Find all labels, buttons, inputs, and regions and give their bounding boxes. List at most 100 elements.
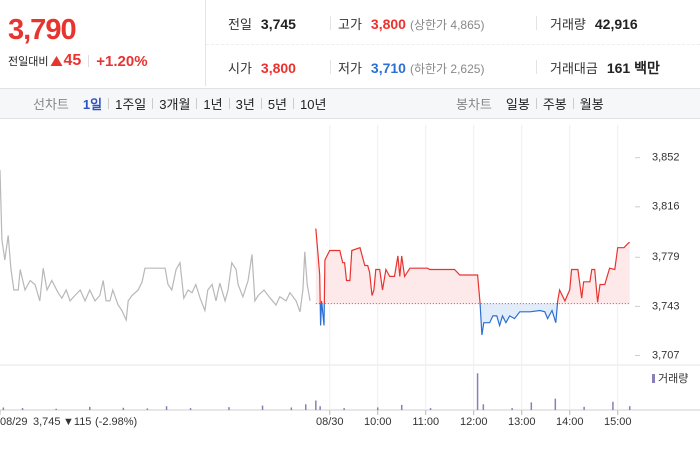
info-label: 거래량: [550, 17, 586, 32]
volume-bar: [290, 407, 293, 410]
volume-bar: [554, 398, 557, 410]
tab-separator: [293, 98, 295, 109]
info-note: (상한가 4,865): [409, 18, 485, 32]
up-icon: [50, 56, 63, 66]
tab-bar: 선차트 1일 1주일 3개월 1년 3년 5년 10년 봉차트 일봉 주봉 월봉: [0, 88, 700, 119]
volume-bar: [304, 404, 307, 410]
info-label: 시가: [228, 61, 252, 76]
volume-bar: [55, 408, 57, 410]
price-line: [315, 228, 631, 336]
volume-bar: [146, 408, 149, 410]
x-tick-label: 14:00: [556, 416, 584, 428]
legend-swatch: [652, 374, 655, 383]
info-value: 3,800: [370, 16, 406, 32]
y-tick-label: 3,779: [652, 251, 680, 263]
col-divider: [536, 60, 537, 74]
change-rate: +1.20%: [96, 52, 148, 70]
tab-separator: [260, 98, 262, 109]
volume-bar: [429, 408, 432, 410]
period-tab[interactable]: 10년: [300, 97, 327, 112]
change-label: 전일대비: [8, 56, 49, 68]
quote-panel: 3,790 전일대비 45 +1.20%: [0, 0, 206, 86]
col-divider: [330, 16, 331, 30]
y-tick-label: 3,743: [652, 300, 680, 312]
info-value: 42,916: [594, 16, 638, 32]
x-tick-label: 08/29: [0, 416, 28, 428]
tab-separator: [196, 98, 198, 109]
x-tick-label: 15:00: [604, 416, 632, 428]
period-tab[interactable]: 5년: [267, 97, 288, 112]
volume-bar: [122, 407, 125, 410]
volume-bar: [261, 405, 264, 410]
tab-group-label: 봉차트: [456, 97, 492, 112]
tab-separator: [108, 98, 110, 109]
x-tick-label: 10:00: [364, 416, 392, 428]
info-label: 저가: [338, 61, 362, 76]
col-divider: [330, 60, 331, 74]
volume-bar: [343, 408, 345, 410]
x-tick-label: 11:00: [412, 416, 439, 428]
tab-separator: [228, 98, 230, 109]
period-tab[interactable]: 3개월: [159, 97, 191, 112]
volume-bar: [319, 406, 321, 410]
volume-bar: [228, 407, 230, 410]
volume-bar: [530, 402, 533, 410]
prev-change: ▼115: [63, 416, 91, 428]
x-tick-label: 13:00: [508, 416, 536, 428]
info-cell: 저가 3,710 (하한가 2,625): [338, 58, 484, 77]
period-tab[interactable]: 1년: [203, 97, 223, 112]
volume-bar: [21, 408, 24, 410]
info-cell: 전일 3,745: [228, 14, 296, 33]
change-row: 전일대비 45 +1.20%: [8, 52, 148, 70]
tab-group-label: 선차트: [33, 97, 69, 112]
line-tabs: 선차트 1일 1주일 3개월 1년 3년 5년 10년: [33, 89, 326, 118]
y-tick-label: 3,707: [652, 349, 680, 361]
volume-bar: [482, 404, 485, 410]
tab-separator: [535, 98, 537, 109]
period-tab[interactable]: 1주일: [115, 97, 147, 112]
info-label: 전일: [228, 17, 252, 32]
volume-bar: [476, 373, 479, 410]
prev-rate: (-2.98%): [95, 416, 137, 428]
prev-close: 3,745: [33, 416, 61, 428]
change-value: 45: [63, 52, 82, 69]
y-tick-label: 3,852: [652, 152, 680, 164]
price-chart: 3,852 3,816 3,779 3,743 3,707 08/29 08/30 10:00…: [0, 125, 700, 428]
tab-separator: [152, 98, 154, 109]
volume-bar: [612, 401, 614, 410]
info-label: 거래대금: [550, 61, 598, 76]
tab-separator: [572, 98, 574, 109]
legend-label: 거래량: [658, 372, 688, 385]
info-cell: 거래대금 161 백만: [550, 58, 660, 78]
candle-tab[interactable]: 월봉: [579, 97, 604, 112]
info-value: 161 백만: [606, 60, 660, 76]
candle-tab[interactable]: 일봉: [505, 97, 530, 112]
separator: [88, 55, 90, 67]
volume-bar: [2, 407, 5, 410]
price-line: [0, 169, 311, 323]
volume-bar: [189, 408, 192, 410]
volume-bar: [511, 408, 513, 410]
period-tab[interactable]: 1일: [82, 97, 103, 112]
volume-bar: [628, 406, 631, 410]
candle-tab[interactable]: 주봉: [542, 97, 567, 112]
info-cell: 고가 3,800 (상한가 4,865): [338, 14, 484, 33]
row-divider: [206, 44, 700, 45]
col-divider: [536, 16, 537, 30]
volume-bar: [583, 406, 585, 410]
volume-bar: [376, 407, 379, 410]
volume-bar: [89, 406, 91, 410]
info-label: 고가: [338, 17, 362, 32]
current-price: 3,790: [8, 14, 77, 46]
candle-tabs: 봉차트 일봉 주봉 월봉: [456, 89, 604, 118]
price-area: [315, 228, 630, 335]
x-tick-label: 08/30: [316, 416, 344, 428]
info-note: (하한가 2,625): [409, 62, 485, 76]
info-cell: 시가 3,800: [228, 58, 296, 77]
info-cell: 거래량 42,916: [550, 14, 638, 33]
info-panel: 전일 3,745 고가 3,800 (상한가 4,865) 거래량 42,916 시가 3,80…: [206, 0, 700, 86]
y-tick-label: 3,816: [652, 201, 680, 213]
period-tab[interactable]: 3년: [235, 97, 255, 112]
